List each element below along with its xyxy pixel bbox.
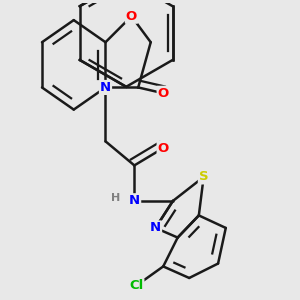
Text: Cl: Cl (129, 279, 143, 292)
Text: N: N (150, 221, 161, 234)
Text: O: O (126, 10, 137, 23)
Text: O: O (158, 87, 169, 100)
Text: S: S (199, 170, 208, 183)
Text: H: H (111, 193, 120, 202)
Text: N: N (129, 194, 140, 208)
Text: N: N (100, 81, 111, 94)
Text: O: O (158, 142, 169, 154)
